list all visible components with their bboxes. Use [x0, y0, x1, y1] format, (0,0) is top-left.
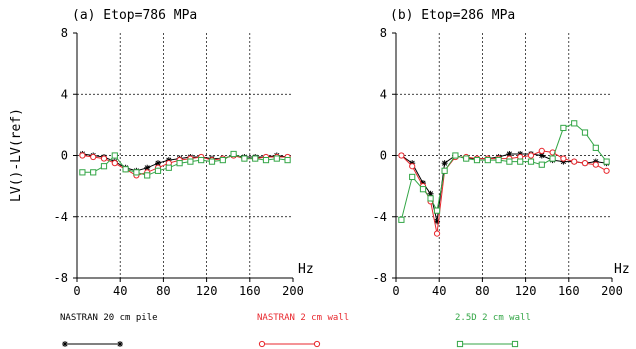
- legend-label-0: NASTRAN 20 cm pile: [60, 313, 158, 323]
- panel-a-series-2-point-6: [144, 172, 151, 179]
- panel-b-xtick-label-5: 200: [601, 284, 623, 298]
- panel-a-ytick-label-1: -4: [54, 210, 68, 224]
- legend-label-2: 2.5D 2 cm wall: [455, 313, 531, 323]
- panel-a-series-2-point-18: [273, 155, 280, 162]
- panel-b-series-2-point-6: [452, 152, 459, 159]
- panel-b-ytick-label-1: -4: [373, 210, 387, 224]
- panel-b-series-2-point-14: [538, 161, 545, 168]
- panel-b-series-2-point-9: [484, 156, 491, 164]
- panel-a-series-2-point-19: [284, 156, 291, 164]
- panel-b-series-2-point-4: [433, 207, 441, 214]
- panel-a-xtick-label-2: 80: [156, 284, 170, 298]
- panel-b: (b) Etop=286 MPa Hz 0 40 80 120 160 200 -8 -4 0 4…: [373, 8, 630, 298]
- panel-b-title: (b) Etop=286 MPa: [390, 8, 515, 23]
- panel-a-xtick-label-5: 200: [282, 284, 304, 298]
- panel-b-x-unit: Hz: [614, 262, 630, 277]
- panel-b-series-1-point-18: [581, 160, 589, 167]
- legend-label-1: NASTRAN 2 cm wall: [257, 313, 349, 323]
- legend-marker-end-0: [117, 341, 123, 347]
- panel-b-series-1-point-17: [571, 158, 578, 165]
- legend: NASTRAN 20 cm pile NASTRAN 2 cm wall 2.5…: [60, 313, 531, 348]
- panel-a-series-2-point-3: [111, 152, 118, 159]
- panel-a-series-2-point-16: [252, 155, 259, 162]
- panel-b-xtick-label-2: 80: [475, 284, 489, 298]
- panel-b-series-2-point-7: [463, 155, 470, 162]
- panel-b-series-line-2: [400, 122, 607, 220]
- panel-a-series-2-point-1: [90, 169, 97, 176]
- panel-b-xtick-label-3: 120: [515, 284, 537, 298]
- legend-marker-start-1: [258, 340, 266, 348]
- panel-b-series-2-point-18: [581, 129, 589, 136]
- panel-a-series-2-point-11: [198, 156, 205, 164]
- panel-b-xtick-label-4: 160: [558, 284, 580, 298]
- panel-a-ytick-label-3: 4: [61, 87, 68, 101]
- panel-b-series-1-point-13: [527, 152, 535, 159]
- panel-a-ytick-label-2: 0: [61, 149, 68, 163]
- panel-b-series-0-point-5: [441, 160, 448, 167]
- panel-a-series-1-point-0: [79, 152, 86, 159]
- panel-b-ytick-label-3: 4: [380, 87, 387, 101]
- y-axis-label: LV()-LV(ref): [9, 108, 24, 202]
- legend-marker-end-1: [313, 340, 321, 348]
- panel-a-series-2-point-8: [165, 164, 172, 171]
- panel-b-ytick-label-2: 0: [380, 149, 387, 163]
- panel-a-xtick-label-0: 0: [73, 284, 80, 298]
- panel-a-series-2-point-12: [208, 158, 216, 165]
- panel-b-series-0-point-14: [538, 152, 545, 159]
- panel-a-series-2-point-0: [79, 169, 86, 176]
- panel-a-series-2-point-17: [262, 156, 270, 164]
- panel-a-series-1-point-1: [90, 153, 97, 161]
- panel-b-ytick-label-4: 8: [380, 26, 387, 40]
- panel-a-series-2-point-4: [122, 166, 129, 173]
- panel-b-xtick-label-1: 40: [432, 284, 446, 298]
- panel-b-series-2-point-10: [495, 156, 502, 164]
- legend-marker-start-0: [62, 341, 68, 347]
- panel-a-xtick-label-1: 40: [113, 284, 127, 298]
- panel-b-series-1-point-1: [409, 163, 416, 170]
- panel-b-ytick-label-0: -8: [373, 271, 387, 285]
- panel-b-series-1-point-4: [433, 230, 441, 237]
- panel-a-title: (a) Etop=786 MPa: [72, 8, 197, 23]
- panel-b-series-2-point-13: [527, 158, 535, 165]
- panel-a-series-1-point-2: [100, 155, 108, 162]
- panel-b-series-1-point-19: [592, 161, 599, 168]
- panel-b-series-2-point-11: [506, 158, 513, 165]
- panel-b-series-1-point-0: [398, 152, 405, 159]
- panel-b-series-1-point-14: [538, 147, 545, 155]
- panel-a-ytick-label-4: 8: [61, 26, 68, 40]
- panel-a-series-1-point-3: [111, 160, 118, 167]
- panel-b-series-2-point-1: [409, 173, 416, 181]
- panel-a: (a) Etop=786 MPa Hz 0 40 80 120 160 200 -8 -4 0 4…: [54, 8, 314, 298]
- panel-b-series-2-point-5: [441, 167, 448, 174]
- panel-a-series-2-point-7: [154, 167, 162, 174]
- panel-a-series-2-point-5: [133, 169, 140, 176]
- panel-b-series-2-point-20: [603, 158, 610, 165]
- panel-b-series-2-point-8: [473, 156, 481, 164]
- panel-a-series-2-point-15: [241, 155, 248, 162]
- panel-b-xtick-label-0: 0: [392, 284, 399, 298]
- panel-a-ytick-label-0: -8: [54, 271, 68, 285]
- panel-a-xtick-label-4: 160: [239, 284, 261, 298]
- panel-a-series-2-point-9: [176, 160, 183, 167]
- panel-a-series-2-point-13: [219, 156, 226, 164]
- panel-b-series-2-point-15: [549, 155, 556, 162]
- panel-a-series-2-point-14: [230, 150, 237, 158]
- panel-b-series-2-point-3: [427, 195, 434, 202]
- panel-b-series-2-point-17: [571, 120, 578, 127]
- panel-b-series-1-point-16: [560, 155, 567, 162]
- legend-marker-end-2: [511, 340, 519, 348]
- panel-b-series-2-point-2: [419, 186, 427, 193]
- panel-b-series-2-point-19: [592, 144, 599, 151]
- panel-a-xtick-label-3: 120: [196, 284, 218, 298]
- panel-a-x-unit: Hz: [298, 262, 314, 277]
- panel-b-series-1-point-20: [603, 167, 610, 174]
- panel-a-series-2-point-10: [187, 158, 194, 165]
- panel-b-series-2-point-0: [398, 216, 405, 223]
- panel-a-series-2-point-2: [100, 163, 108, 170]
- legend-marker-start-2: [456, 340, 464, 348]
- panel-b-series-2-point-16: [560, 124, 567, 132]
- panel-b-series-2-point-12: [517, 158, 524, 165]
